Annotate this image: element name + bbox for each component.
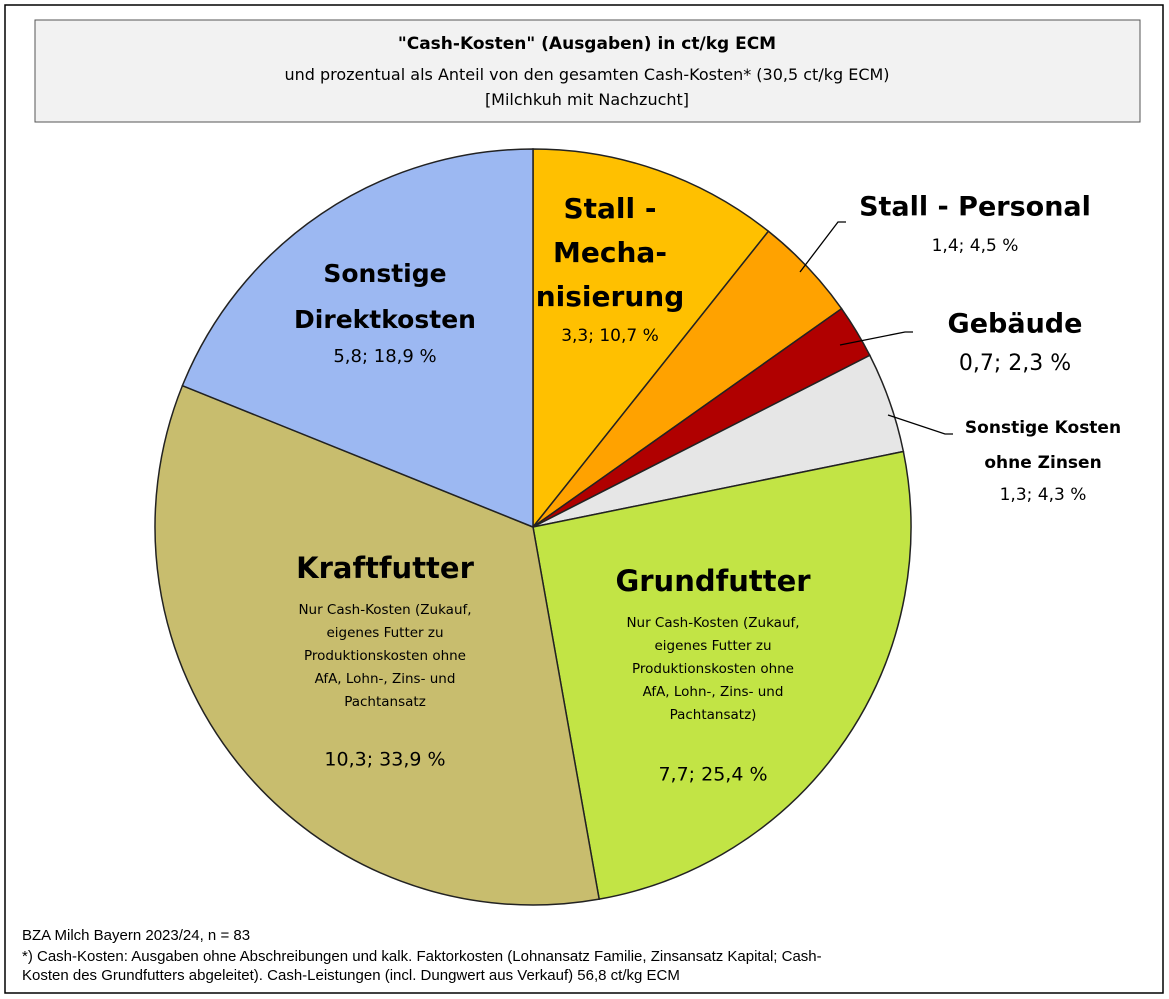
slice-label: Kraftfutter <box>296 551 474 585</box>
slice-label: Grundfutter <box>615 564 811 598</box>
leader-line <box>799 221 846 273</box>
title-box <box>34 19 1141 123</box>
value-label: 3,3; 10,7 % <box>561 326 659 346</box>
value-label: 7,7; 25,4 % <box>658 764 767 786</box>
chart-subtitle: und prozentual als Anteil von den gesamt… <box>284 65 889 109</box>
slice-label: Sonstige Direktkosten <box>294 259 476 334</box>
pie-slice <box>181 148 534 529</box>
pie-slice <box>532 148 770 530</box>
value-label: 10,3; 33,9 % <box>324 749 445 771</box>
value-label: 0,7; 2,3 % <box>959 351 1071 376</box>
leader-line <box>839 331 913 346</box>
slice-note: Nur Cash-Kosten (Zukauf, eigenes Futter z… <box>298 602 471 710</box>
leader-line <box>887 414 953 435</box>
slice-note: Nur Cash-Kosten (Zukauf, eigenes Futter z… <box>626 615 799 723</box>
slice-label: Stall -Mecha-nisierung <box>536 192 685 313</box>
slice-label: Gebäude <box>948 309 1083 340</box>
value-label: 5,8; 18,9 % <box>333 346 436 367</box>
slice-label: Sonstige Kosten ohne Zinsen <box>965 418 1121 473</box>
source: BZA Milch Bayern 2023/24, n = 83 <box>22 927 250 944</box>
footnote: *) Cash-Kosten: Ausgaben ohne Abschreibu… <box>22 948 822 984</box>
value-label: 1,4; 4,5 % <box>932 236 1019 256</box>
chart-title: "Cash-Kosten" (Ausgaben) in ct/kg ECM <box>398 34 776 54</box>
slice-label: Stall - Personal <box>859 192 1091 223</box>
value-label: 1,3; 4,3 % <box>1000 485 1087 505</box>
pie-slice <box>154 384 601 906</box>
pie-slice <box>532 450 912 901</box>
